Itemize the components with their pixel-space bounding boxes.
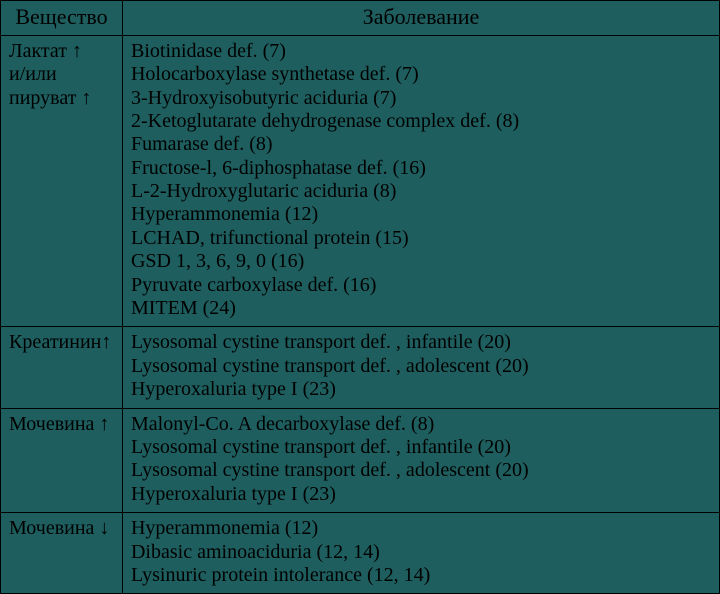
disease-cell: Malonyl-Co. A decarboxylase def. (8) Lys… [122,408,719,513]
disease-text: Hyperammonemia (12) [131,203,318,225]
disease-text: Hyperoxaluria type I (23) [131,378,336,400]
disease-text: Biotinidase def. (7) [131,40,286,62]
disease-text: Malonyl-Co. A decarboxylase def. (8) [131,413,434,435]
disease-cell: Hyperammonemia (12) Dibasic aminoaciduri… [122,513,719,594]
disease-text: Fructose-l, 6-diphosphatase def. (16) [131,157,426,179]
substance-text: Лактат ↑ [9,40,82,62]
disease-text: Lysosomal cystine transport def. , infan… [131,331,511,353]
disease-text: 2-Ketoglutarate dehydrogenase complex de… [131,110,519,132]
disease-text: GSD 1, 3, 6, 9, 0 (16) [131,250,304,272]
substance-cell: Креатинин↑ [1,327,123,408]
disease-cell: Lysosomal cystine transport def. , infan… [122,327,719,408]
substance-cell: Мочевина ↓ [1,513,123,594]
disease-text: Lysosomal cystine transport def. , infan… [131,436,511,458]
disease-text: Hyperoxaluria type I (23) [131,483,336,505]
disease-text: L-2-Hydroxyglutaric aciduria (8) [131,180,396,202]
disease-text: Holocarboxylase synthetase def. (7) [131,63,419,85]
header-substance: Вещество [1,1,123,36]
table-row: Мочевина ↓ Hyperammonemia (12) Dibasic a… [1,513,720,594]
disease-text: Fumarase def. (8) [131,133,273,155]
substance-cell: Лактат ↑ и/или пируват ↑ [1,35,123,327]
disease-text: Lysinuric protein intolerance (12, 14) [131,564,430,586]
disease-text: Pyruvate carboxylase def. (16) [131,274,376,296]
disease-text: Lysosomal cystine transport def. , adole… [131,459,529,481]
disease-text: 3-Hydroxyisobutyric aciduria (7) [131,87,396,109]
disease-text: Lysosomal cystine transport def. , adole… [131,355,529,377]
table-row: Лактат ↑ и/или пируват ↑ Biotinidase def… [1,35,720,327]
disease-text: LCHAD, trifunctional protein (15) [131,227,409,249]
substance-text: и/или [9,63,57,85]
disease-text: Dibasic aminoaciduria (12, 14) [131,541,380,563]
substance-text: Креатинин↑ [9,331,111,353]
table-row: Мочевина ↑ Malonyl-Co. A decarboxylase d… [1,408,720,513]
disease-text: MITEM (24) [131,297,236,319]
substance-cell: Мочевина ↑ [1,408,123,513]
substance-text: Мочевина ↑ [9,413,109,435]
substance-text: пируват ↑ [9,87,91,109]
header-disease: Заболевание [122,1,719,36]
table-row: Креатинин↑ Lysosomal cystine transport d… [1,327,720,408]
disease-text: Hyperammonemia (12) [131,517,318,539]
substance-text: Мочевина ↓ [9,517,109,539]
disease-cell: Biotinidase def. (7) Holocarboxylase syn… [122,35,719,327]
substance-disease-table: Вещество Заболевание Лактат ↑ и/или пиру… [0,0,720,594]
table-header-row: Вещество Заболевание [1,1,720,36]
